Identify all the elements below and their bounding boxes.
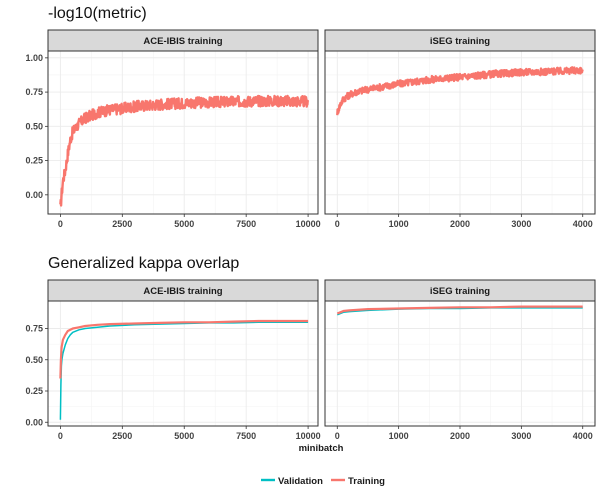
y-tick-label: 0.75 <box>25 324 43 334</box>
y-tick-label: 1.00 <box>25 53 43 63</box>
x-tick-label: 5000 <box>174 431 194 441</box>
panel-1: iSEG training 0 1000 2000 3000 4000 <box>324 29 596 229</box>
x-tick-label: 10000 <box>296 219 321 229</box>
x-tick-label: 3000 <box>511 219 531 229</box>
x-axis-title: minibatch <box>299 443 344 454</box>
series-line-training <box>59 94 310 207</box>
x-tick-label: 4000 <box>573 219 593 229</box>
x-tick-label: 0 <box>58 219 63 229</box>
panel-border <box>47 50 319 215</box>
x-tick-label: 2500 <box>112 431 132 441</box>
panel-3: iSEG training 0 1000 2000 3000 4000 <box>324 279 596 441</box>
series-line-training <box>336 305 583 315</box>
x-tick-label: 7500 <box>236 219 256 229</box>
y-tick-label: 0.00 <box>25 417 43 427</box>
section-title-kappa: Generalized kappa overlap <box>48 255 239 272</box>
legend: Validation Training <box>261 476 385 487</box>
y-tick-label: 0.25 <box>25 156 43 166</box>
series-line-training <box>336 66 584 116</box>
x-tick-label: 2500 <box>112 219 132 229</box>
y-tick-label: 0.50 <box>25 355 43 365</box>
x-tick-label: 3000 <box>511 431 531 441</box>
series-group <box>59 319 309 420</box>
panel-2: ACE-IBIS training 0 2500 5000 7500 10000 0.00 0… <box>25 279 321 441</box>
section-title-metric: -log10(metric) <box>48 5 147 22</box>
series-group <box>59 94 310 207</box>
x-tick-label: 1000 <box>389 219 409 229</box>
x-tick-label: 0 <box>58 431 63 441</box>
facet-label: iSEG training <box>430 286 490 297</box>
facet-label: ACE-IBIS training <box>143 36 222 47</box>
series-group <box>336 66 584 116</box>
legend-label-training: Training <box>348 476 385 487</box>
panel-background <box>48 51 318 214</box>
legend-label-validation: Validation <box>278 476 323 487</box>
y-tick-label: 0.75 <box>25 87 43 97</box>
y-tick-label: 0.25 <box>25 386 43 396</box>
x-tick-label: 4000 <box>573 431 593 441</box>
x-tick-label: 0 <box>335 431 340 441</box>
panel-border <box>47 300 319 427</box>
y-tick-label: 0.50 <box>25 121 43 131</box>
panel-0: ACE-IBIS training 0 2500 5000 7500 10000 0.00 0… <box>25 29 321 229</box>
facet-label: iSEG training <box>430 36 490 47</box>
x-tick-label: 0 <box>335 219 340 229</box>
x-tick-label: 7500 <box>236 431 256 441</box>
x-tick-label: 2000 <box>450 431 470 441</box>
x-tick-label: 5000 <box>174 219 194 229</box>
series-group <box>336 305 583 316</box>
series-line-training <box>59 319 309 379</box>
facet-label: ACE-IBIS training <box>143 286 222 297</box>
panel-background <box>48 301 318 426</box>
x-tick-label: 10000 <box>296 431 321 441</box>
y-tick-label: 0.00 <box>25 190 43 200</box>
x-tick-label: 2000 <box>450 219 470 229</box>
x-tick-label: 1000 <box>389 431 409 441</box>
